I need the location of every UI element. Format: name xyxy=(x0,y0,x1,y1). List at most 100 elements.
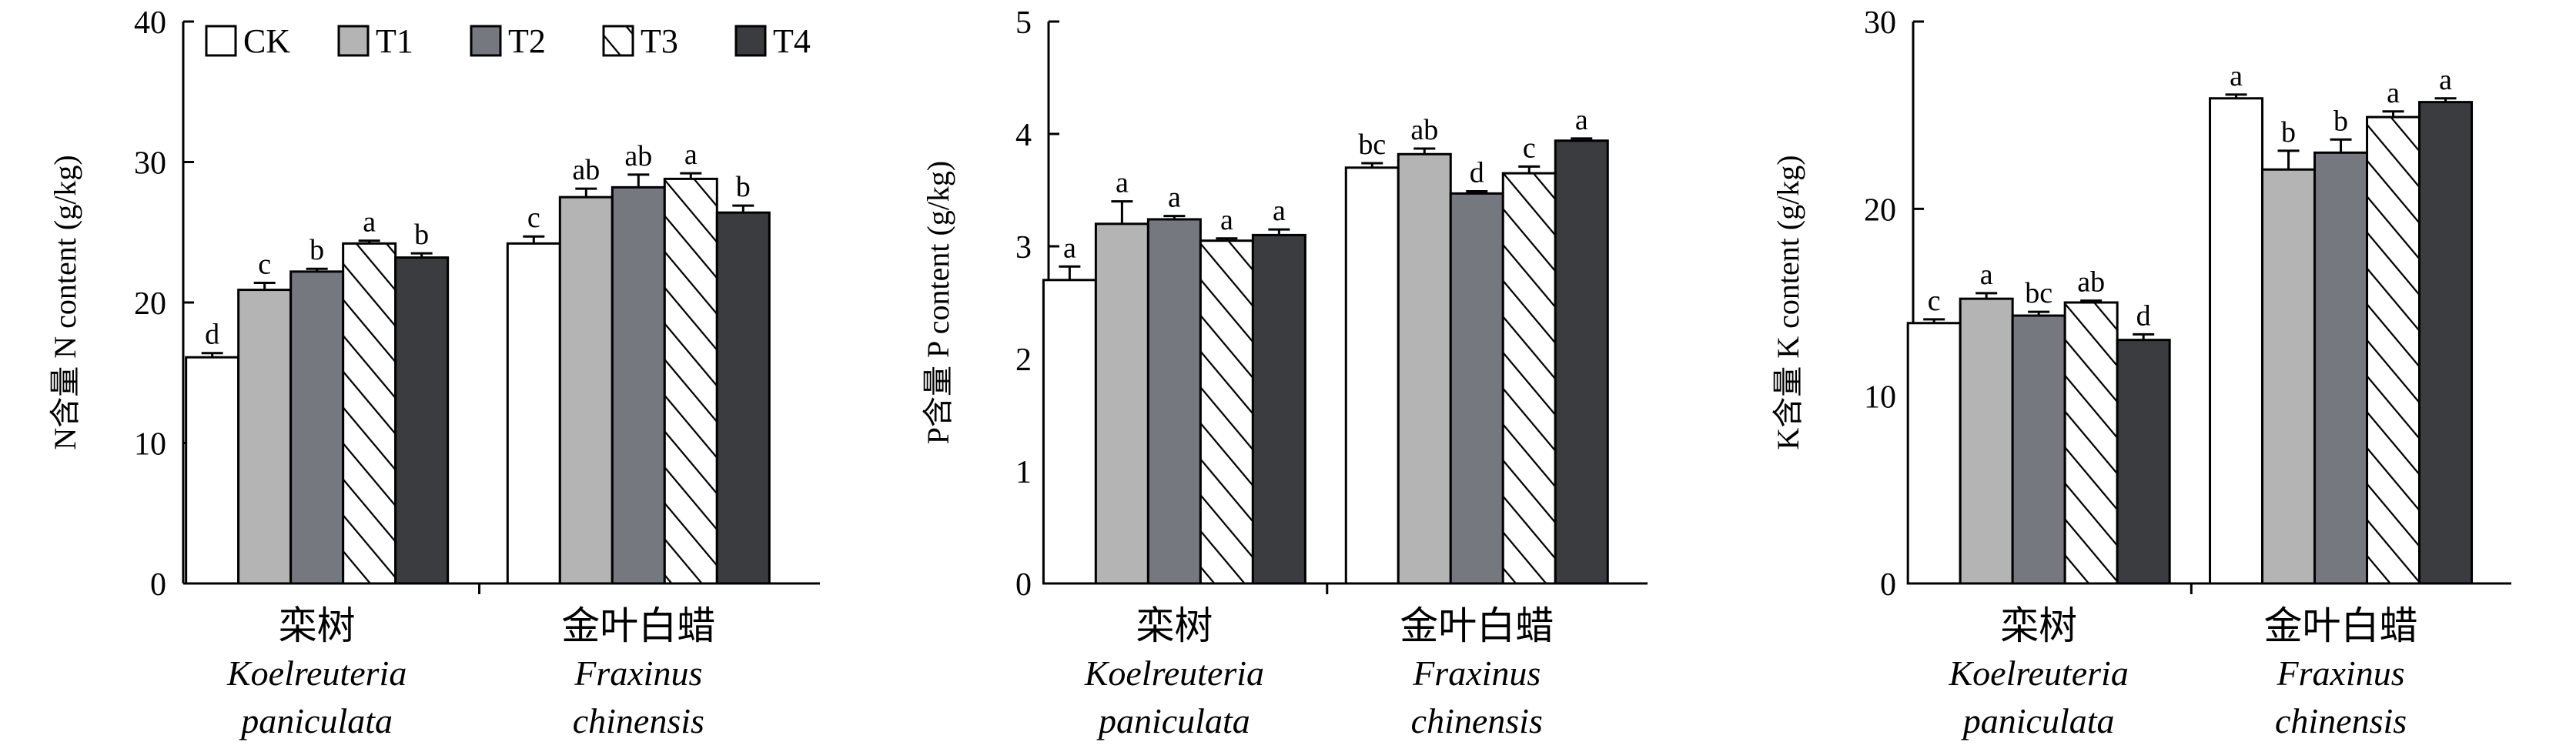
category-label-cn: 金叶白蜡 xyxy=(1400,604,1554,647)
category-label-latin: Fraxinus xyxy=(574,653,702,693)
y-tick-label: 0 xyxy=(1015,567,1032,603)
panel-p-content: 0 1 2 3 4 5 P含量 P content (g/kg) a a a a a 栾树 Koelreu… xyxy=(921,5,1648,740)
significance-label: b xyxy=(309,234,324,266)
significance-label: c xyxy=(1523,132,1536,164)
significance-label: a xyxy=(1168,182,1181,214)
category-label-cn: 栾树 xyxy=(2000,604,2077,647)
significance-label: d xyxy=(2136,299,2151,332)
significance-label: b xyxy=(2281,116,2296,149)
y-tick-label: 4 xyxy=(1015,118,1032,153)
significance-label: a xyxy=(1575,104,1588,136)
legend: CK T1 T2 T3 T4 xyxy=(205,22,811,60)
bar-t4 xyxy=(1554,139,1609,585)
significance-label: d xyxy=(1470,156,1484,189)
legend-swatch-t2 xyxy=(470,25,502,57)
significance-label: bc xyxy=(1358,129,1386,161)
bar-t1 xyxy=(1959,297,2014,585)
category-label-latin: paniculata xyxy=(1096,701,1250,740)
significance-label: a xyxy=(363,206,376,239)
significance-label: a xyxy=(1220,204,1233,236)
significance-label: a xyxy=(2230,60,2243,92)
significance-label: a xyxy=(1063,232,1076,264)
y-tick-label: 1 xyxy=(1015,455,1032,490)
y-tick-label: 2 xyxy=(1015,343,1032,378)
significance-label: c xyxy=(258,248,271,280)
bar-t1 xyxy=(237,289,293,585)
legend-label: CK xyxy=(243,22,290,60)
bar-ck xyxy=(1906,322,1962,585)
bar-t1 xyxy=(2261,168,2317,585)
y-tick-label: 10 xyxy=(1864,380,1896,416)
significance-label: b xyxy=(414,219,429,251)
bar-t4 xyxy=(715,211,771,585)
significance-label: b xyxy=(2333,105,2348,137)
y-tick-label: 3 xyxy=(1015,230,1032,266)
legend-label: T3 xyxy=(641,22,678,60)
y-axis-title: K含量 K content (g/kg) xyxy=(1771,155,1805,450)
significance-label: a xyxy=(1116,167,1129,199)
significance-label: a xyxy=(2387,77,2400,109)
significance-label: a xyxy=(1980,259,1993,291)
bar-t3 xyxy=(1501,172,1557,585)
bar-t4 xyxy=(1251,233,1306,585)
y-tick-label: 20 xyxy=(1864,192,1896,228)
y-tick-label: 30 xyxy=(134,146,166,182)
bar-t4 xyxy=(2418,101,2474,585)
bar-ck xyxy=(1042,279,1097,585)
significance-label: a xyxy=(1273,195,1286,227)
bar-ck xyxy=(506,242,561,585)
bar-t4 xyxy=(394,256,450,585)
category-label-cn: 金叶白蜡 xyxy=(2264,604,2418,647)
significance-label: bc xyxy=(2025,277,2052,309)
y-axis-title: N含量 N content (g/kg) xyxy=(48,155,82,450)
category-label-latin: chinensis xyxy=(1411,701,1543,740)
category-label-cn: 栾树 xyxy=(1136,604,1213,647)
significance-label: d xyxy=(205,319,219,351)
bar-t1 xyxy=(1397,152,1452,585)
legend-label: T2 xyxy=(508,22,546,60)
bar-ck xyxy=(2209,97,2264,585)
significance-label: c xyxy=(1928,285,1941,317)
significance-label: ab xyxy=(572,154,600,186)
legend-swatch-t3 xyxy=(602,25,634,57)
legend-label: T4 xyxy=(773,22,811,60)
bar-t3 xyxy=(1199,239,1254,585)
category-label-latin: Fraxinus xyxy=(2277,653,2405,693)
bar-t4 xyxy=(2116,339,2171,585)
bar-ck xyxy=(185,356,240,585)
y-tick-label: 20 xyxy=(134,286,166,322)
bar-t2 xyxy=(611,185,666,585)
y-tick-label: 10 xyxy=(134,427,166,463)
category-label-latin: Koelreuteria xyxy=(1084,653,1264,693)
significance-label: a xyxy=(2439,64,2452,96)
significance-label: c xyxy=(527,202,540,234)
y-tick-label: 0 xyxy=(1880,567,1896,603)
y-tick-label: 0 xyxy=(150,567,166,603)
bar-t1 xyxy=(1094,222,1149,585)
legend-swatch-t4 xyxy=(734,25,767,57)
y-axis-title: P含量 P content (g/kg) xyxy=(921,161,955,445)
category-label-latin: chinensis xyxy=(2275,701,2407,740)
category-label-cn: 金叶白蜡 xyxy=(561,604,715,647)
bar-t3 xyxy=(2366,115,2421,585)
bar-t2 xyxy=(2313,151,2369,585)
category-label-latin: Koelreuteria xyxy=(226,653,406,693)
category-label-latin: chinensis xyxy=(573,701,704,740)
category-label-latin: Fraxinus xyxy=(1412,653,1541,693)
bar-t2 xyxy=(1146,218,1202,585)
bar-t3 xyxy=(2063,301,2119,585)
significance-label: a xyxy=(684,139,698,171)
legend-swatch-ck xyxy=(205,25,237,57)
bar-t1 xyxy=(558,196,614,585)
significance-label: b xyxy=(736,171,751,203)
legend-swatch-t1 xyxy=(337,25,370,57)
legend-label: T1 xyxy=(376,22,413,60)
y-tick-label: 5 xyxy=(1015,5,1032,41)
bar-ck xyxy=(1344,166,1400,585)
significance-label: ab xyxy=(624,140,652,172)
bar-t3 xyxy=(342,242,397,585)
category-label-latin: paniculata xyxy=(239,701,393,740)
